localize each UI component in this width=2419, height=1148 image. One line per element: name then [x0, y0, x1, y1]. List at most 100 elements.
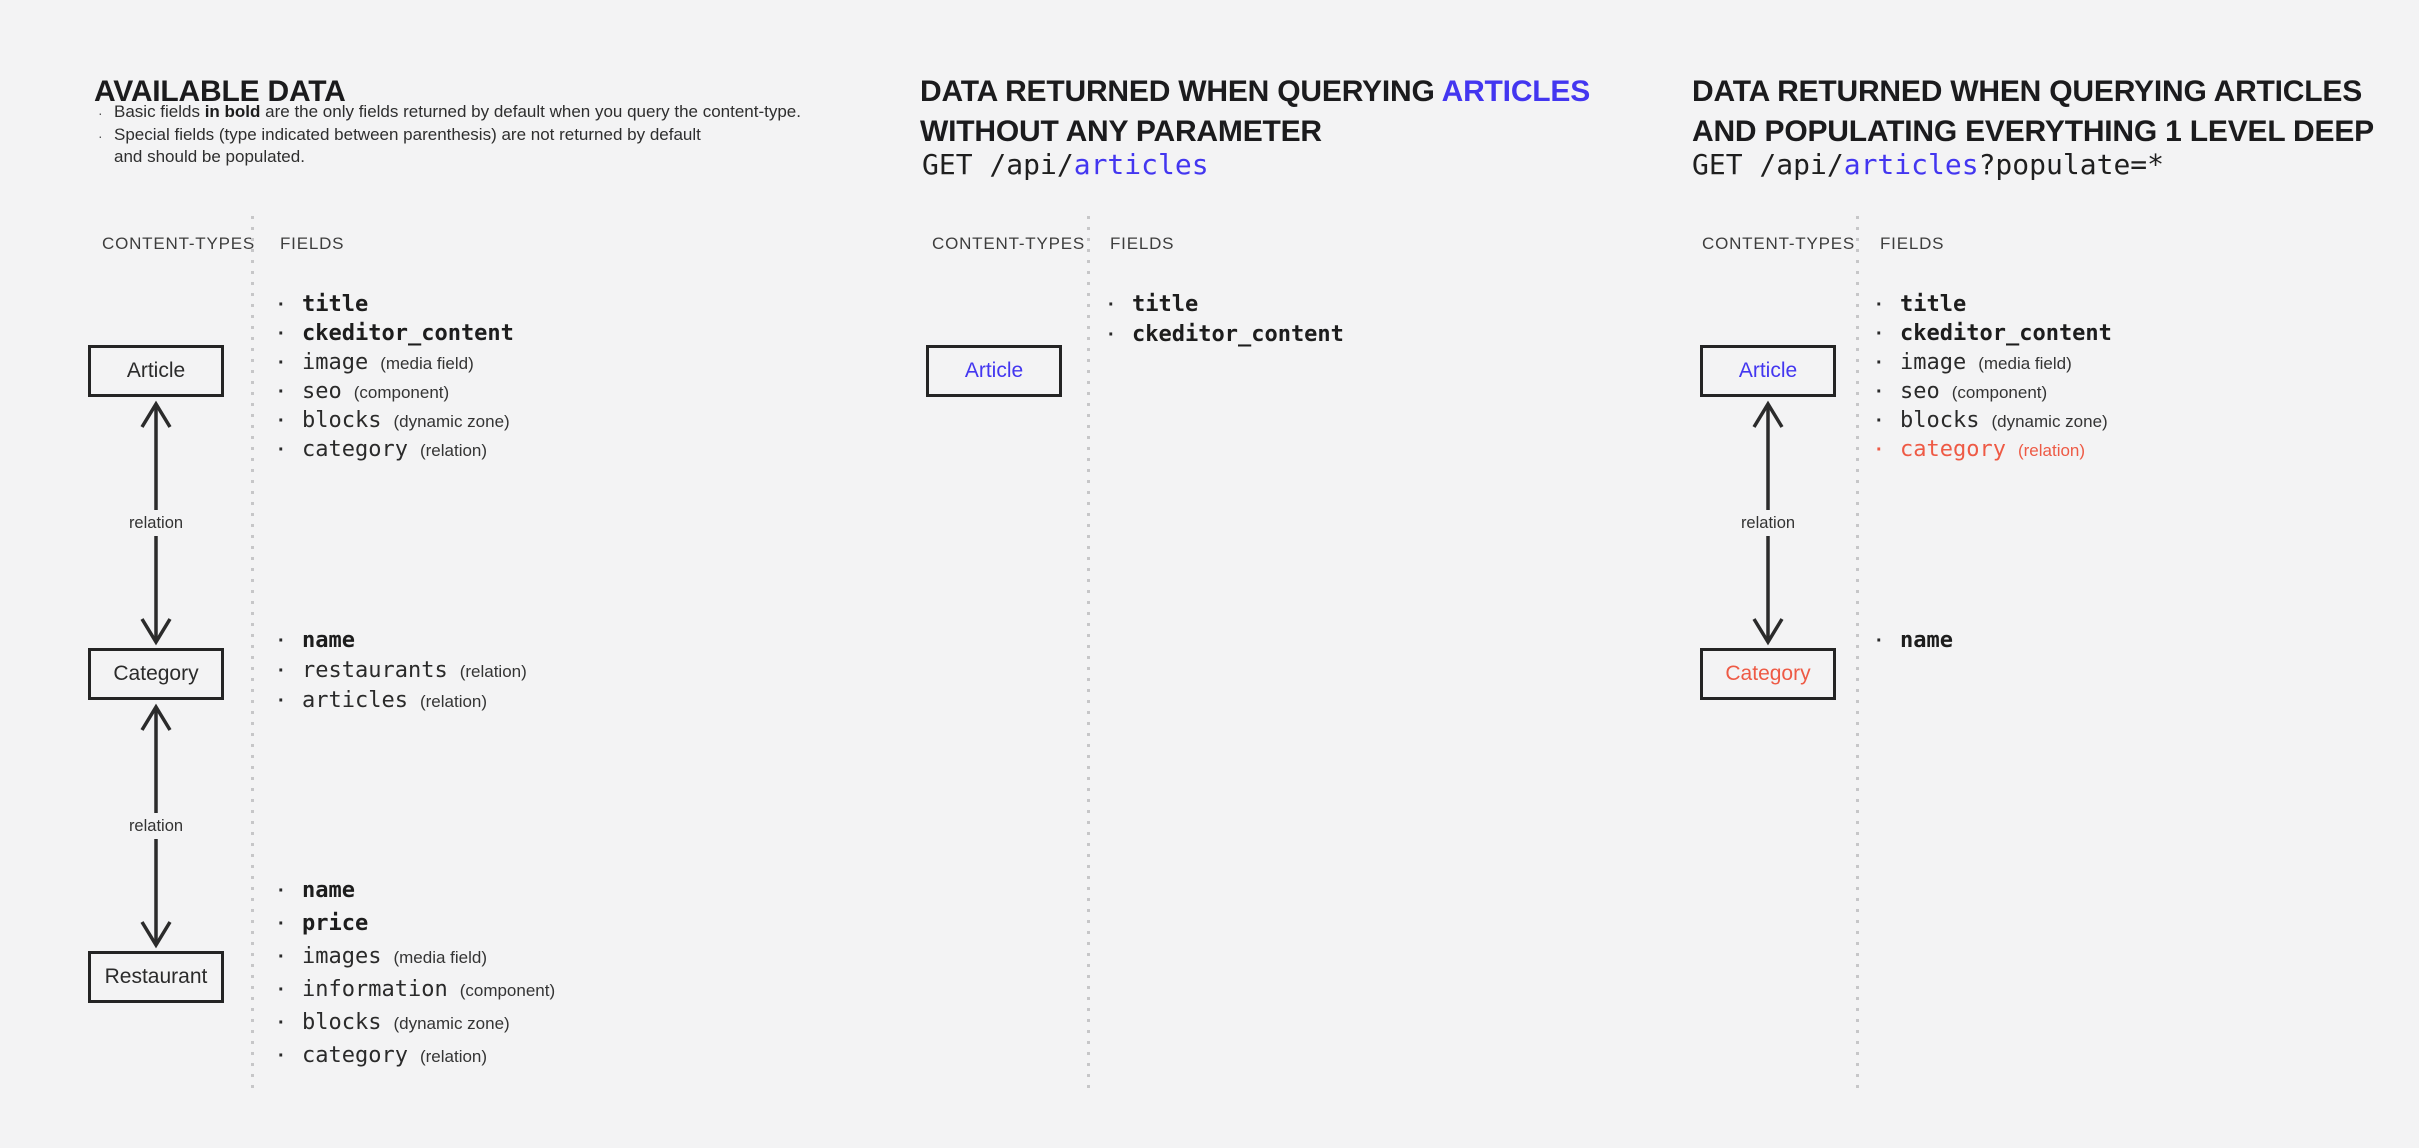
field-name: blocks: [1900, 408, 1980, 433]
field-bullet-icon: ·: [278, 410, 285, 432]
field-bullet-icon: ·: [278, 439, 285, 461]
node-article-label: Article: [126, 359, 186, 382]
field-bullet-icon: ·: [278, 880, 285, 902]
restaurant-fields-list: · name · price · images (media field) · informat…: [278, 878, 758, 1076]
field-name: ckeditor_content: [302, 321, 514, 346]
note-special-fields: · Special fields (type indicated between…: [98, 124, 801, 168]
field-name: image: [302, 350, 369, 375]
field-name: ckeditor_content: [1132, 322, 1344, 347]
relation-arrow-article-category: relation: [1713, 400, 1823, 646]
field-item: · seo (component): [1876, 379, 2356, 408]
field-item: · restaurants (relation): [278, 658, 758, 688]
node-restaurant-label: Restaurant: [104, 965, 208, 988]
article-fields-list: · title · ckeditor_content · image (media fiel…: [1876, 292, 2356, 466]
note-bullet-icon: ·: [98, 105, 103, 121]
section1-title: AVAILABLE DATA: [94, 75, 346, 109]
note-text-pre: Basic fields: [114, 102, 205, 121]
field-item: · ckeditor_content: [1876, 321, 2356, 350]
field-item: · price: [278, 911, 758, 944]
field-type-annotation: (component): [1951, 383, 2048, 402]
field-item: · title: [1108, 292, 1588, 322]
field-name: category: [302, 1043, 408, 1068]
field-name: blocks: [302, 408, 382, 433]
section3-title: DATA RETURNED WHEN QUERYING ARTICLES AND…: [1692, 72, 2374, 152]
request-segment: ?populate=*: [1978, 148, 2165, 181]
field-type-annotation: (relation): [419, 441, 488, 460]
field-name: articles: [302, 688, 408, 713]
field-bullet-icon: ·: [278, 946, 285, 968]
section3-title-line1: DATA RETURNED WHEN QUERYING ARTICLES: [1692, 75, 2363, 109]
field-item: · blocks (dynamic zone): [1876, 408, 2356, 437]
field-type-annotation: (media field): [393, 948, 488, 967]
note-text-line1: Special fields (type indicated between p…: [114, 125, 701, 144]
note-text: Special fields (type indicated between p…: [114, 124, 701, 168]
field-bullet-icon: ·: [1876, 294, 1883, 316]
relation-label: relation: [101, 510, 211, 536]
field-type-annotation: (media field): [1978, 354, 2072, 373]
field-item: · category (relation): [278, 437, 758, 466]
field-bullet-icon: ·: [1876, 439, 1883, 461]
field-item: · ckeditor_content: [1108, 322, 1588, 352]
field-name: seo: [302, 379, 342, 404]
node-article-label: Article: [1738, 359, 1798, 382]
field-type-annotation: (dynamic zone): [393, 412, 510, 431]
note-text: Basic fields in bold are the only fields…: [114, 101, 801, 123]
request-segment: GET /api/: [1692, 148, 1844, 181]
field-item: · images (media field): [278, 944, 758, 977]
field-type-annotation: (dynamic zone): [1991, 412, 2108, 431]
node-article-label: Article: [964, 359, 1024, 382]
node-restaurant: Restaurant: [88, 951, 224, 1003]
field-item: · ckeditor_content: [278, 321, 758, 350]
field-item: · articles (relation): [278, 688, 758, 718]
title-text: DATA RETURNED WHEN QUERYING: [920, 75, 1442, 109]
field-bullet-icon: ·: [1876, 352, 1883, 374]
section3-fields-header: FIELDS: [1880, 234, 1945, 253]
field-bullet-icon: ·: [278, 630, 285, 652]
field-bullet-icon: ·: [1876, 630, 1883, 652]
field-bullet-icon: ·: [278, 913, 285, 935]
relation-label: relation: [101, 813, 211, 839]
field-bullet-icon: ·: [278, 323, 285, 345]
field-name: title: [1132, 292, 1199, 317]
field-name: restaurants: [302, 658, 448, 683]
field-item: · name: [278, 878, 758, 911]
title-accent-text: ARTICLES: [1441, 75, 1591, 109]
note-bullet-icon: ·: [98, 128, 103, 144]
request-segment-accent: articles: [1073, 148, 1209, 181]
node-article: Article: [1700, 345, 1836, 397]
field-name: information: [302, 977, 448, 1002]
node-category: Category: [88, 648, 224, 700]
section3-title-line2: AND POPULATING EVERYTHING 1 LEVEL DEEP: [1692, 115, 2374, 149]
field-item: · category (relation): [1876, 437, 2356, 466]
note-text-post: are the only fields returned by default …: [260, 102, 801, 121]
field-bullet-icon: ·: [1876, 323, 1883, 345]
field-bullet-icon: ·: [278, 294, 285, 316]
article-fields-list: · title · ckeditor_content · image (media fiel…: [278, 292, 758, 466]
field-item: · image (media field): [278, 350, 758, 379]
section2-title-line2: WITHOUT ANY PARAMETER: [920, 115, 1322, 149]
field-bullet-icon: ·: [278, 979, 285, 1001]
field-name: category: [302, 437, 408, 462]
field-bullet-icon: ·: [278, 381, 285, 403]
field-bullet-icon: ·: [1876, 381, 1883, 403]
section1-fields-header: FIELDS: [280, 234, 345, 253]
section2-content-types-header: CONTENT-TYPES: [932, 234, 1086, 253]
section1-content-types-header: CONTENT-TYPES: [102, 234, 256, 253]
field-item: · blocks (dynamic zone): [278, 1010, 758, 1043]
field-bullet-icon: ·: [1876, 410, 1883, 432]
note-text-bold: in bold: [204, 102, 261, 121]
field-name: name: [302, 628, 355, 653]
section1-divider: [251, 216, 254, 1093]
field-type-annotation: (component): [459, 981, 556, 1000]
field-type-annotation: (dynamic zone): [393, 1014, 510, 1033]
category-fields-list: · name: [1876, 628, 2356, 658]
field-item: · name: [278, 628, 758, 658]
section2-fields-header: FIELDS: [1110, 234, 1175, 253]
field-name: seo: [1900, 379, 1940, 404]
section2-title-line1: DATA RETURNED WHEN QUERYING ARTICLES: [920, 72, 1590, 112]
field-type-annotation: (relation): [419, 692, 488, 711]
field-name: images: [302, 944, 382, 969]
request-segment-accent: articles: [1843, 148, 1979, 181]
field-name: name: [1900, 628, 1953, 653]
category-fields-list: · name · restaurants (relation) · articles (rel…: [278, 628, 758, 718]
